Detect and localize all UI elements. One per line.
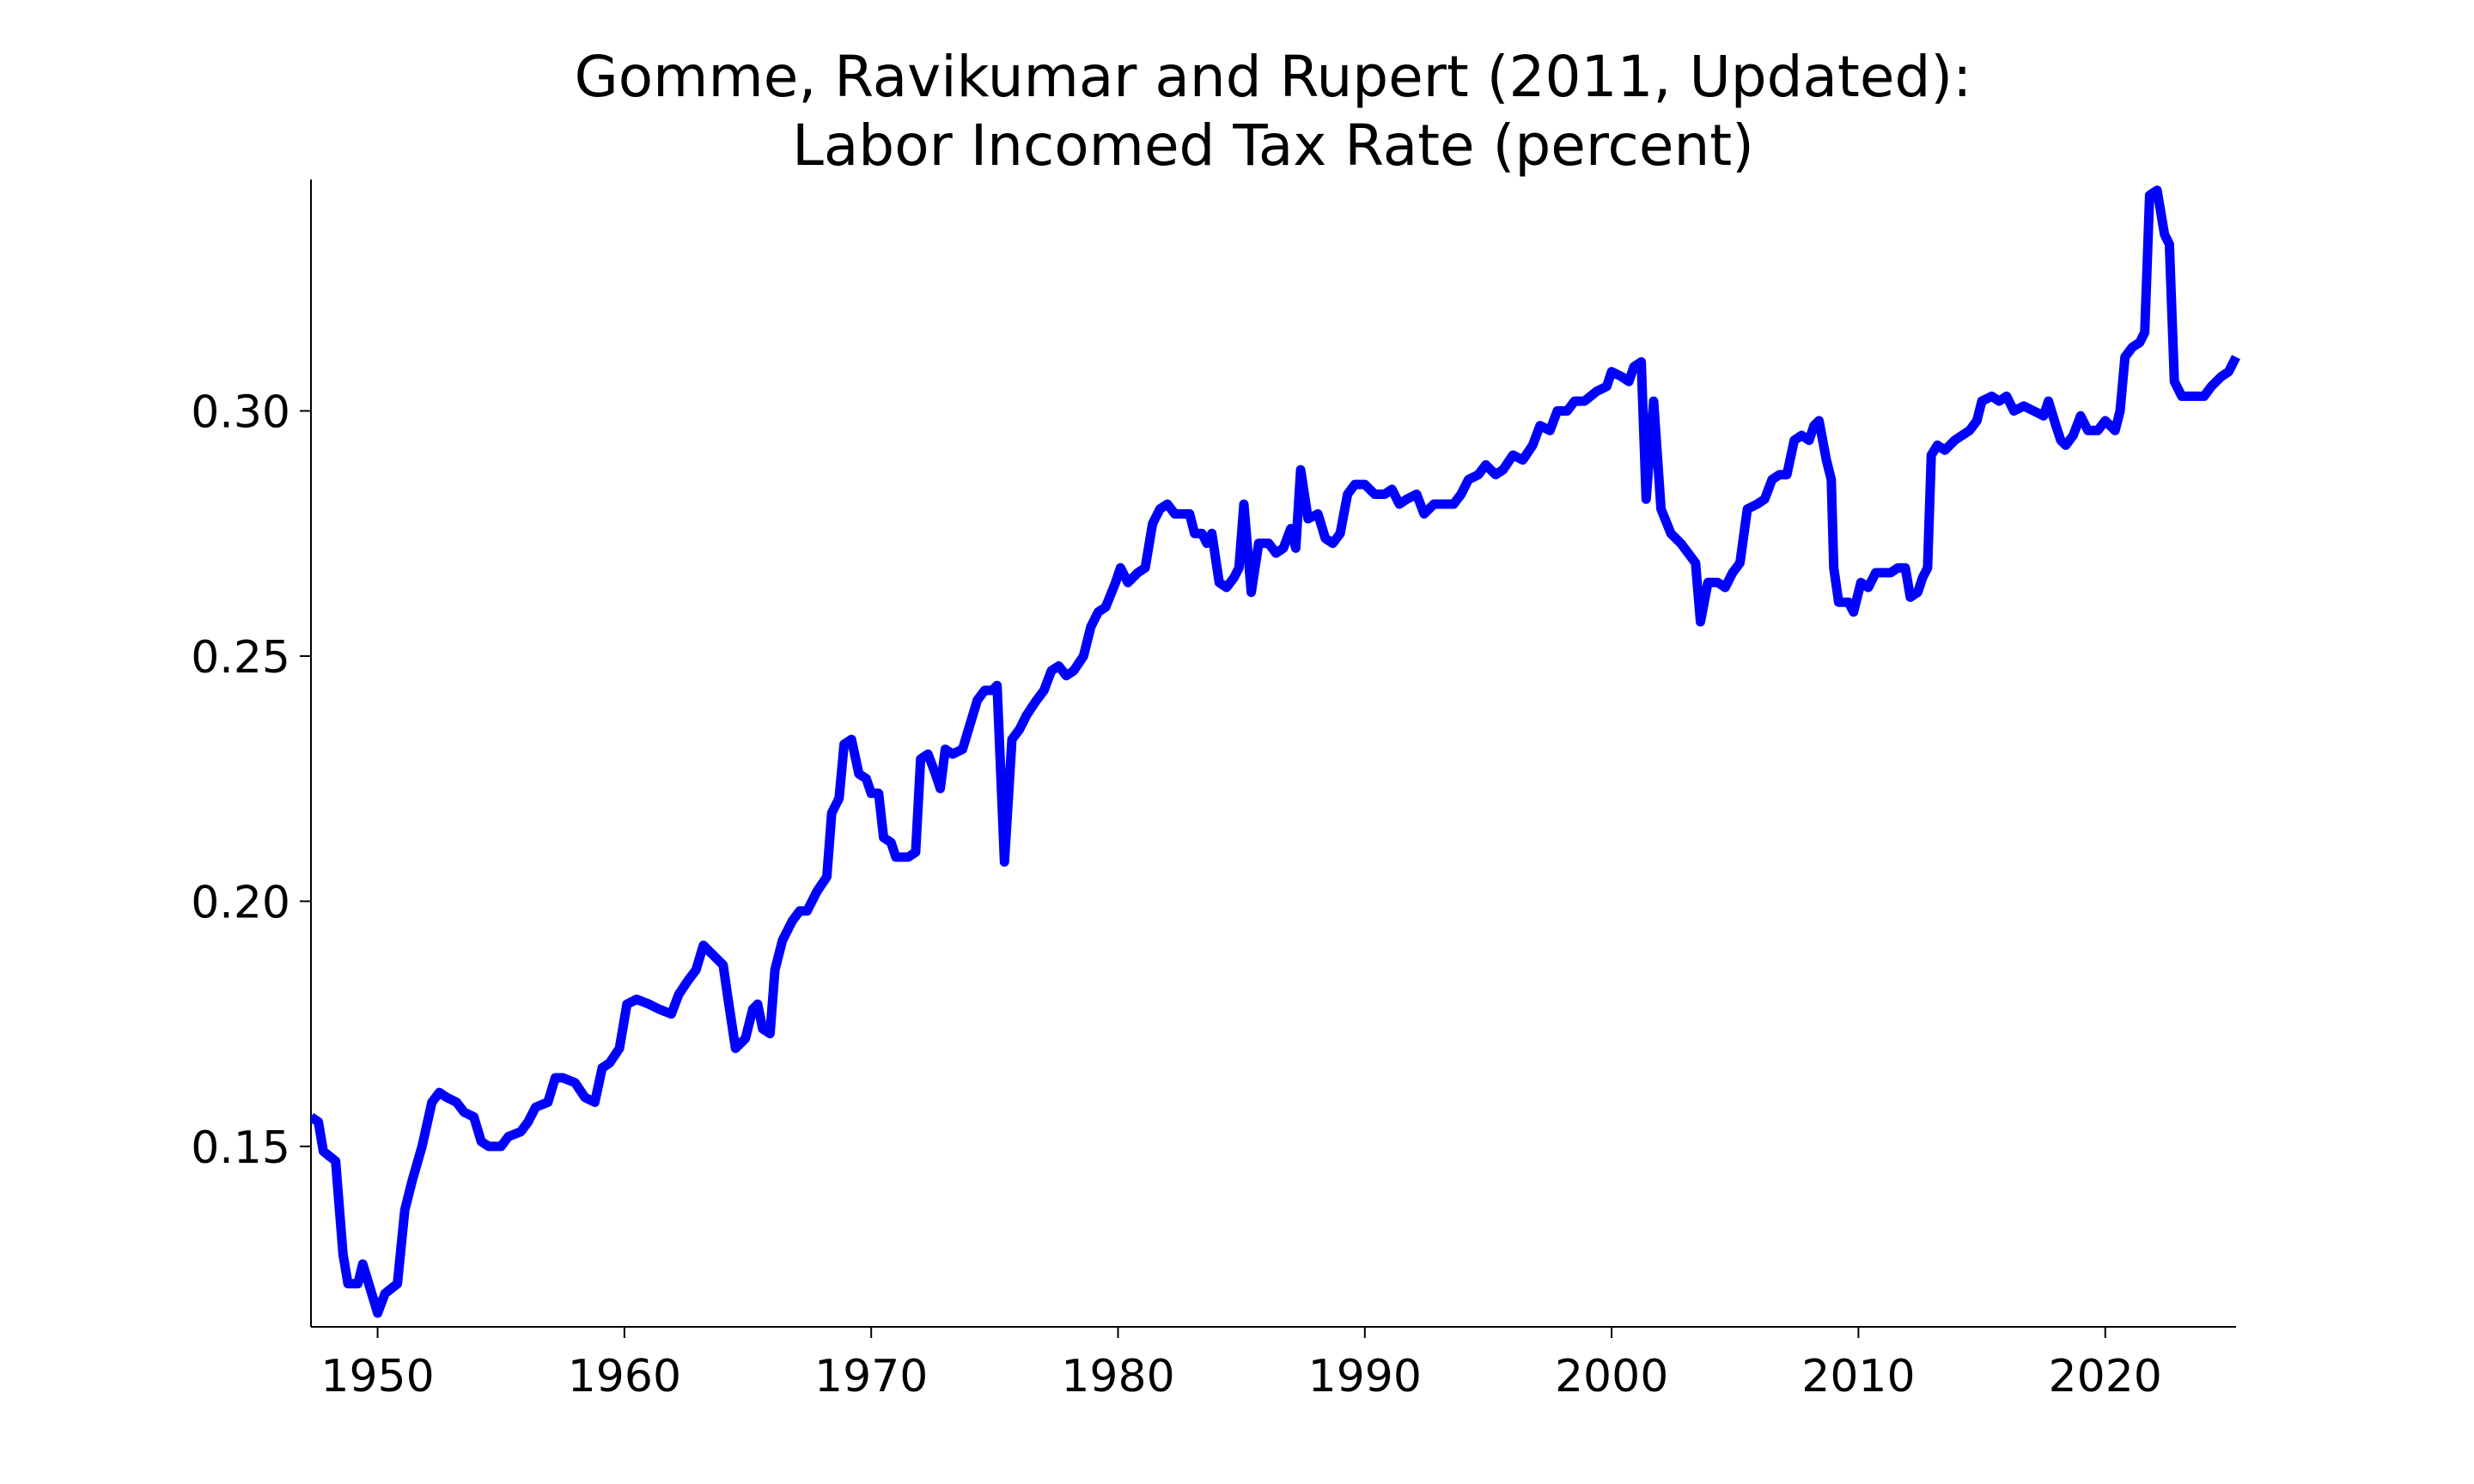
x-tick-label: 1980 [1061,1351,1174,1402]
x-tick-label: 1990 [1308,1351,1422,1402]
y-tick-label: 0.15 [191,1122,290,1174]
x-tick-label: 2000 [1555,1351,1668,1402]
x-tick-label: 1960 [568,1351,681,1402]
x-tick-label: 1970 [814,1351,928,1402]
y-tick-label: 0.25 [191,632,290,684]
chart-title: Labor Incomed Tax Rate (percent) [792,113,1754,179]
x-tick-label: 2020 [2049,1351,2162,1402]
x-tick-label: 2010 [1801,1351,1915,1402]
y-tick-label: 0.20 [191,877,290,928]
y-tick-label: 0.30 [191,386,290,438]
plot-area [311,186,2240,1318]
x-tick-label: 1950 [320,1351,434,1402]
chart-title: Gomme, Ravikumar and Rupert (2011, Updat… [575,44,1972,110]
line [311,186,2240,1318]
